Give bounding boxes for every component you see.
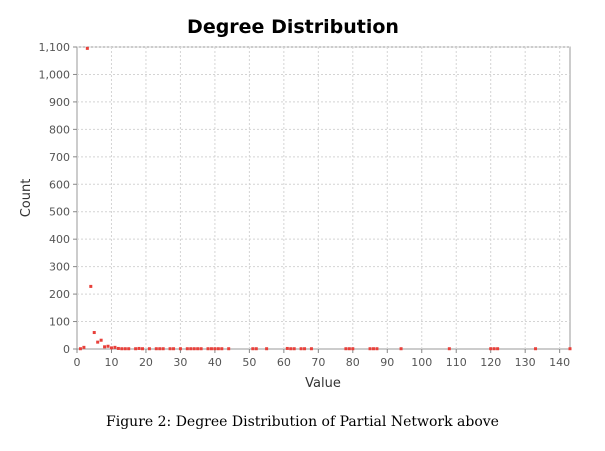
data-point xyxy=(189,347,193,351)
data-point xyxy=(213,347,217,351)
data-point xyxy=(209,347,213,351)
x-tick-label: 110 xyxy=(446,356,467,369)
y-tick-label: 400 xyxy=(49,233,70,246)
data-point xyxy=(299,347,303,351)
data-point xyxy=(303,347,307,351)
y-tick-label: 700 xyxy=(49,151,70,164)
data-point xyxy=(347,347,351,351)
data-point xyxy=(375,347,379,351)
x-tick-label: 0 xyxy=(74,356,81,369)
x-axis-label: Value xyxy=(305,376,341,391)
data-point xyxy=(161,347,165,351)
x-tick-label: 10 xyxy=(104,356,118,369)
x-tick-label: 30 xyxy=(173,356,187,369)
data-point xyxy=(123,347,127,351)
data-point xyxy=(89,284,93,288)
data-point xyxy=(103,345,107,349)
data-point xyxy=(92,331,96,335)
y-tick-label: 300 xyxy=(49,261,70,274)
data-point xyxy=(447,347,451,351)
data-point xyxy=(106,344,110,348)
data-point xyxy=(134,347,138,351)
data-point xyxy=(496,347,500,351)
y-tick-label: 500 xyxy=(49,206,70,219)
degree-distribution-chart: Degree Distribution 0 10 20 30 40 50 60 70 80 90 1… xyxy=(19,16,572,391)
data-point xyxy=(192,347,196,351)
y-axis-label: Count xyxy=(19,179,34,218)
x-tick-label: 70 xyxy=(311,356,325,369)
data-point xyxy=(292,347,296,351)
y-tick-label: 800 xyxy=(49,123,70,136)
data-point xyxy=(147,347,151,351)
x-tick-label: 20 xyxy=(139,356,153,369)
x-tick-label: 90 xyxy=(380,356,394,369)
data-point xyxy=(254,347,258,351)
data-point xyxy=(109,346,113,350)
data-point xyxy=(399,347,403,351)
y-tick-label: 900 xyxy=(49,96,70,109)
y-tick-label: 100 xyxy=(49,316,70,329)
x-tick-label: 50 xyxy=(242,356,256,369)
y-tick-label: 1,100 xyxy=(39,41,71,54)
x-tick-label: 40 xyxy=(208,356,222,369)
x-tick-label: 140 xyxy=(549,356,570,369)
data-points xyxy=(78,46,572,351)
y-tick-label: 0 xyxy=(63,343,70,356)
data-point xyxy=(489,347,493,351)
data-point xyxy=(82,345,86,349)
data-point xyxy=(227,347,231,351)
data-point xyxy=(116,346,120,350)
data-point xyxy=(199,347,203,351)
y-tick-label: 200 xyxy=(49,288,70,301)
data-point xyxy=(492,347,496,351)
x-tick-label: 100 xyxy=(411,356,432,369)
y-tick-label: 600 xyxy=(49,178,70,191)
data-point xyxy=(344,347,348,351)
x-tick-label: 80 xyxy=(346,356,360,369)
data-point xyxy=(85,46,89,50)
data-point xyxy=(351,347,355,351)
data-point xyxy=(216,347,220,351)
data-point xyxy=(206,347,210,351)
data-point xyxy=(96,340,100,344)
data-point xyxy=(568,347,572,351)
data-point xyxy=(113,345,117,349)
data-point xyxy=(534,347,538,351)
data-point xyxy=(137,346,141,350)
x-tick-label: 120 xyxy=(480,356,501,369)
data-point xyxy=(289,347,293,351)
data-point xyxy=(368,347,372,351)
y-tick-label: 1,000 xyxy=(39,68,71,81)
data-point xyxy=(141,347,145,351)
data-point xyxy=(120,347,124,351)
data-point xyxy=(265,347,269,351)
data-point xyxy=(178,347,182,351)
data-point xyxy=(78,347,82,351)
data-point xyxy=(196,347,200,351)
data-point xyxy=(154,347,158,351)
chart-title: Degree Distribution xyxy=(187,16,399,38)
axes: 0 10 20 30 40 50 60 70 80 90 100 110 120 130 140 0 100 20… xyxy=(39,41,571,369)
data-point xyxy=(99,338,103,342)
data-point xyxy=(285,346,289,350)
data-point xyxy=(251,347,255,351)
data-point xyxy=(309,347,313,351)
plot-area xyxy=(76,46,571,350)
data-point xyxy=(185,347,189,351)
data-point xyxy=(168,347,172,351)
data-point xyxy=(220,347,224,351)
data-point xyxy=(371,347,375,351)
x-tick-label: 130 xyxy=(515,356,536,369)
data-point xyxy=(158,347,162,351)
figure-caption: Figure 2: Degree Distribution of Partial… xyxy=(106,414,499,430)
data-point xyxy=(172,347,176,351)
data-point xyxy=(127,347,131,351)
x-tick-label: 60 xyxy=(277,356,291,369)
